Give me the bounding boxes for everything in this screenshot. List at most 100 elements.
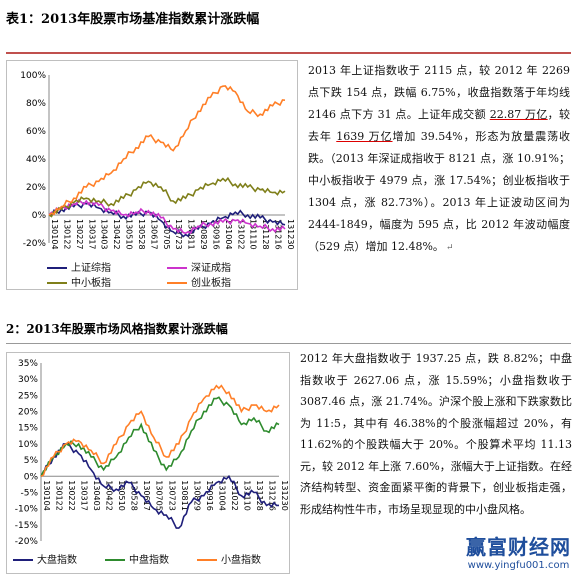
chart1-xtick-16: 131110: [249, 219, 258, 250]
chart2-ytick-4: 15%: [18, 424, 38, 434]
chart2-legend-item-0: 大盘指数: [13, 551, 77, 566]
chart1-legend-item-0: 上证综指: [47, 259, 111, 274]
p1-text-1: 22.87 万亿: [489, 108, 548, 121]
chart1-xtick-7: 130528: [137, 219, 146, 250]
chart2-xtick-7: 130528: [130, 480, 139, 511]
chart2-ytick-8: -5%: [20, 488, 38, 498]
chart2-legend-swatch-2: [197, 559, 217, 561]
chart1-xtick-6: 130510: [125, 219, 134, 250]
chart1-legend-swatch-1: [167, 267, 187, 269]
chart1-xtick-9: 130705: [162, 219, 171, 250]
chart1-legend-item-2: 中小板指: [47, 274, 111, 289]
chart1: 100% 80% 60% 40% 20% 0% -20% 130104 130122 130227…: [6, 60, 298, 290]
section2-title: 2：2013年股票市场风格指数累计涨跌幅: [6, 322, 228, 336]
watermark-name: 赢富财经网: [466, 535, 571, 559]
chart1-xtick-19: 131230: [286, 219, 295, 250]
p1-text-2: ，较去年: [308, 108, 570, 143]
chart1-plot: 100% 80% 60% 40% 20% 0% -20% 130104 130122 130227…: [20, 71, 295, 250]
chart2-xtick-9: 130705: [155, 480, 164, 511]
chart2-xtick-11: 130811: [180, 480, 189, 511]
chart1-xtick-12: 130829: [199, 219, 208, 250]
chart1-legend-swatch-3: [167, 282, 187, 284]
chart2-series-2: [40, 384, 280, 478]
chart2-xtick-16: 131110: [242, 480, 251, 511]
watermark-url: www.yingfu001.com: [467, 560, 570, 571]
chart2-ytick-2: 25%: [18, 391, 38, 401]
chart2-legend-label-0: 大盘指数: [37, 555, 77, 566]
chart1-xtick-18: 131216: [274, 219, 283, 250]
p1-text-3: 1639 万亿: [336, 130, 393, 143]
chart2-xtick-10: 130723: [167, 480, 176, 511]
p1-text-4: 增加 39.54%，形态为放量震荡收跌。（2013 年深证成指收于 8121 点…: [308, 130, 570, 253]
chart1-xtick-15: 131022: [236, 219, 245, 250]
chart1-series-1: [48, 198, 286, 235]
chart1-legend-item-1: 深证成指: [167, 259, 231, 274]
chart2-xtick-6: 130510: [117, 480, 126, 511]
chart1-xtick-14: 131004: [224, 219, 233, 250]
section1-rule: [6, 52, 571, 54]
chart2-xtick-2: 130222: [67, 480, 76, 511]
chart2-ytick-1: 30%: [18, 375, 38, 385]
chart2-xtick-1: 130122: [55, 480, 64, 511]
chart1-legend: 上证综指 深证成指中小板指 创业板指: [7, 257, 297, 289]
chart1-ytick-5: 0%: [32, 211, 47, 221]
chart2-xtick-12: 130829: [192, 480, 201, 511]
chart1-xtick-17: 131128: [261, 219, 270, 250]
p1-return-mark: ↵: [445, 243, 454, 253]
chart1-xtick-3: 130317: [87, 219, 96, 250]
chart2-xtick-5: 130422: [105, 480, 114, 511]
chart2-legend-item-2: 小盘指数: [197, 551, 261, 566]
p1-text-0: 2013 年上证指数收于 2115 点，较 2012 年 2269 点下跌 15…: [308, 64, 570, 121]
chart2-ytick-7: 0%: [24, 472, 39, 482]
chart2-xtick-18: 131216: [267, 480, 276, 511]
chart1-legend-label-3: 创业板指: [191, 278, 231, 289]
chart1-legend-label-2: 中小板指: [71, 278, 111, 289]
p2-text-0: 2012 年大盘指数收于 1937.25 点，跌 8.82%；中盘指数收于 26…: [300, 352, 572, 516]
chart1-xtick-1: 130122: [62, 219, 71, 250]
chart1-xtick-10: 130723: [174, 219, 183, 250]
chart1-ytick-2: 60%: [26, 127, 46, 137]
chart1-legend-label-1: 深证成指: [191, 263, 231, 274]
chart2-xtick-8: 130617: [142, 480, 151, 511]
chart2-xtick-3: 130317: [80, 480, 89, 511]
chart1-ytick-0: 100%: [20, 71, 46, 81]
chart1-xtick-8: 130617: [149, 219, 158, 250]
chart2-legend-swatch-1: [105, 559, 125, 561]
chart1-ytick-3: 40%: [26, 155, 46, 165]
chart1-series-2: [48, 176, 286, 218]
chart2-plot: 35% 30% 25% 20% 15% 10% 5% 0% -5% -10% -15% -20% 130…: [15, 359, 289, 547]
chart2-xtick-14: 131004: [217, 480, 226, 511]
chart2: 35% 30% 25% 20% 15% 10% 5% 0% -5% -10% -15% -20% 130…: [6, 352, 290, 574]
chart2-series-0: [40, 442, 279, 529]
chart2-ytick-9: -10%: [15, 505, 39, 515]
section2-rule: [6, 343, 571, 344]
chart1-xtick-4: 130403: [100, 219, 109, 250]
chart1-xtick-11: 130811: [187, 219, 196, 250]
watermark: 赢富财经网 www.yingfu001.com: [466, 531, 571, 571]
chart1-series-3: [48, 85, 286, 216]
chart2-xtick-19: 131230: [280, 480, 289, 511]
chart1-legend-item-3: 创业板指: [167, 274, 231, 289]
section1-paragraph: 2013 年上证指数收于 2115 点，较 2012 年 2269 点下跌 15…: [308, 60, 570, 259]
chart2-legend-item-1: 中盘指数: [105, 551, 169, 566]
chart2-legend-swatch-0: [13, 559, 33, 561]
section1-title: 表1：2013年股票市场基准指数累计涨跌幅: [6, 12, 260, 27]
chart2-ytick-10: -15%: [15, 521, 39, 531]
section2-paragraph: 2012 年大盘指数收于 1937.25 点，跌 8.82%；中盘指数收于 26…: [300, 348, 572, 520]
chart2-legend: 大盘指数 中盘指数 小盘指数: [7, 549, 289, 573]
chart2-xtick-15: 131022: [230, 480, 239, 511]
chart2-series-1: [40, 396, 280, 477]
chart2-xtick-17: 131128: [255, 480, 264, 511]
chart2-ytick-11: -20%: [15, 537, 39, 547]
chart1-xtick-5: 130422: [112, 219, 121, 250]
chart1-legend-swatch-0: [47, 267, 67, 269]
chart2-xtick-0: 130104: [42, 480, 51, 511]
chart2-ytick-6: 5%: [24, 456, 39, 466]
chart1-xtick-2: 130227: [75, 219, 84, 250]
chart1-ytick-4: 20%: [26, 183, 46, 193]
chart2-ytick-0: 35%: [18, 359, 38, 369]
chart2-ytick-3: 20%: [18, 408, 38, 418]
chart1-legend-label-0: 上证综指: [71, 263, 111, 274]
chart1-xtick-13: 130916: [211, 219, 220, 250]
chart1-legend-swatch-2: [47, 282, 67, 284]
